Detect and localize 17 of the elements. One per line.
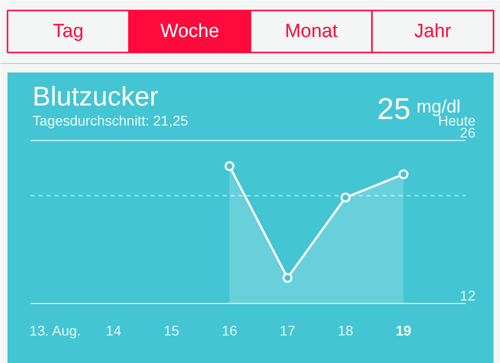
text: Monat <box>284 21 338 42</box>
x-tick-label: 19 <box>396 322 412 338</box>
y-tick-label: 26 <box>460 124 476 140</box>
x-tick-label: 15 <box>164 322 180 338</box>
x-tick-label: 18 <box>338 322 354 338</box>
text: mg/dl <box>416 96 461 116</box>
text: Woche <box>160 21 220 42</box>
text: Tag <box>52 21 84 42</box>
x-tick-label: 14 <box>106 322 122 338</box>
x-tick-label: 13. Aug. <box>29 322 81 338</box>
text: Jahr <box>414 21 452 42</box>
text: 25 <box>377 93 411 126</box>
x-tick-label: 17 <box>280 322 296 338</box>
x-tick-label: 16 <box>222 322 238 338</box>
y-tick-label: 12 <box>460 288 476 304</box>
chart-subtitle: Tagesdurchschnitt: 21,25 <box>32 112 188 128</box>
chart-title: Blutzucker <box>32 82 159 112</box>
